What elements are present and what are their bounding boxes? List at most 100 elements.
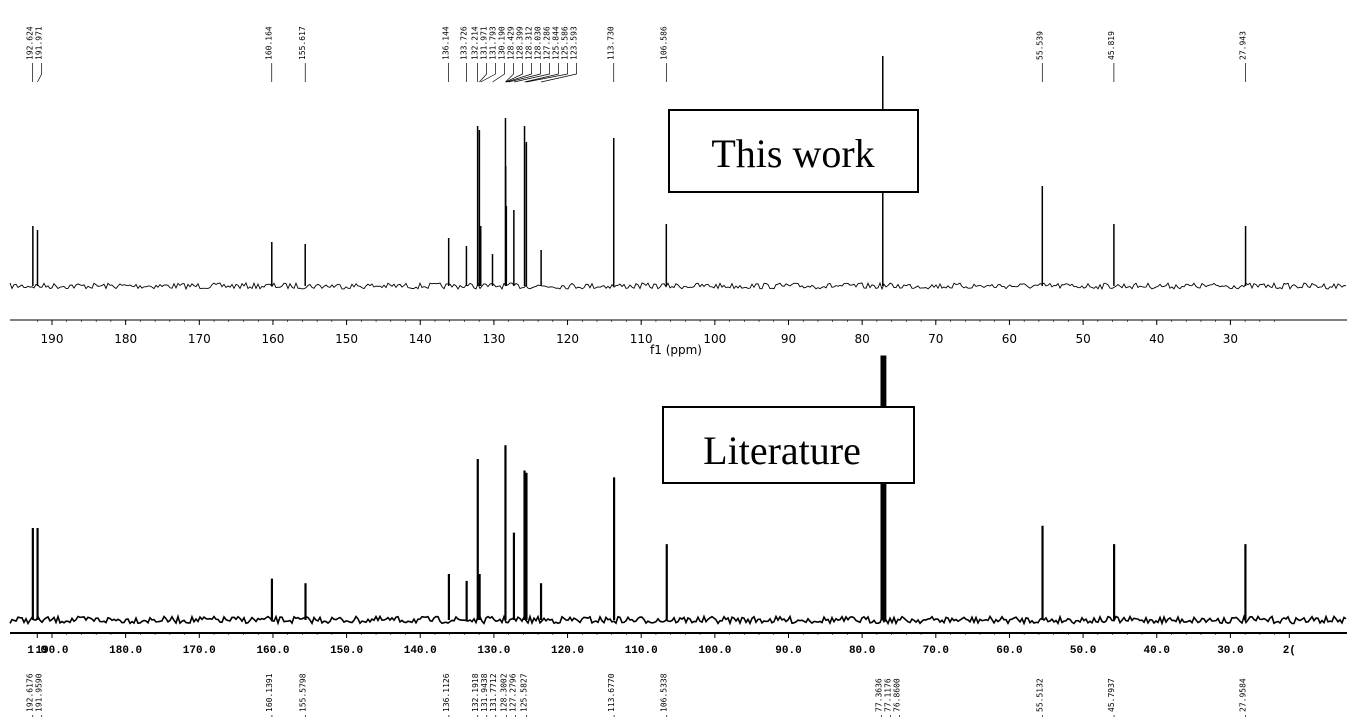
bot-baseline (9, 613, 1347, 626)
top-baseline (9, 281, 1347, 291)
top-tick-label: 110 (630, 332, 653, 346)
top-peak-label: 128.399 (516, 26, 525, 60)
bot-peak-label: 27.9584 (1238, 678, 1247, 712)
top-peak-label: 127.286 (543, 26, 552, 60)
top-label-leader (524, 73, 559, 83)
top-peak-label: 123.593 (570, 26, 579, 60)
top-label-leader (505, 73, 514, 83)
top-tick-label: 80 (855, 332, 870, 346)
top-peak-label: 131.971 (480, 26, 489, 60)
top-x-axis-title: f1 (ppm) (650, 343, 702, 357)
bot-peak-label: 128.3002 (499, 673, 508, 712)
top-label-leader (37, 73, 42, 83)
bot-tick-label: 150.0 (330, 645, 363, 657)
bot-tick-label: 50.0 (1070, 645, 1096, 657)
top-peak-label: 125.586 (561, 26, 570, 60)
top-spectrum-panel: 192.624 191.971 160.164 155.617 136.144 133.7… (9, 26, 1347, 357)
bot-peak-label: 160.1391 (265, 673, 274, 712)
bot-peak-label: 136.1126 (442, 673, 451, 712)
bot-peak-label: 192.6176 (26, 673, 35, 712)
bot-peak-label: 45.7937 (1107, 678, 1116, 712)
top-x-ticks: 190 180 170 160 150 140 130 120 110 100 90 80 70 60 50… (36, 320, 1275, 346)
top-peak-label: 160.164 (265, 26, 274, 60)
bot-tick-label: 1.0 (27, 645, 47, 657)
top-peak-label: 125.844 (552, 26, 561, 60)
top-peak-labels: 192.624 191.971 160.164 155.617 136.144 133.7… (26, 26, 1248, 83)
bot-tick-label: 110.0 (625, 645, 658, 657)
top-peak-label: 132.214 (471, 26, 480, 60)
top-tick-label: 190 (41, 332, 64, 346)
bot-tick-label: 180.0 (109, 645, 142, 657)
top-peak-label: 191.971 (35, 26, 44, 60)
bottom-peak-labels: 192.6176 191.9590 160.1391 155.5798 136.1126… (26, 673, 1247, 717)
bot-tick-label: 90.0 (775, 645, 801, 657)
top-peak-label: 45.819 (1107, 31, 1116, 60)
top-peak-label: 55.539 (1035, 31, 1044, 60)
top-tick-label: 100 (703, 332, 726, 346)
bot-peak-label: 125.5827 (519, 673, 528, 712)
bot-tick-label: 160.0 (256, 645, 289, 657)
top-peak-label: 128.429 (507, 26, 516, 60)
top-tick-label: 90 (781, 332, 796, 346)
top-peak-label: 192.624 (26, 26, 35, 60)
bot-peak-label: 76.8600 (893, 678, 902, 712)
top-label-leader (480, 73, 496, 83)
top-label-leader (513, 73, 550, 83)
top-peak-label: 106.586 (659, 26, 668, 60)
top-peak-label: 113.730 (607, 26, 616, 60)
bot-peak-label: 127.2796 (508, 673, 517, 712)
top-tick-label: 70 (928, 332, 943, 346)
bot-peak-label: 132.1918 (471, 673, 480, 712)
top-spectrum (9, 56, 1347, 291)
top-peak-label: 133.726 (460, 26, 469, 60)
top-label-leader (526, 73, 568, 83)
top-annotation-text: This work (711, 131, 874, 176)
top-label-leader (508, 73, 541, 83)
top-label-leader (492, 73, 505, 83)
bot-peak-label: 131.9438 (480, 673, 489, 712)
bottom-annotation-text: Literature (703, 428, 861, 473)
bot-tick-label: 2( (1283, 645, 1296, 657)
top-tick-label: 170 (188, 332, 211, 346)
top-peak-label: 128.030 (534, 26, 543, 60)
bot-peak-label: 113.6770 (607, 673, 616, 712)
top-peak-label: 131.793 (489, 26, 498, 60)
top-tick-label: 40 (1149, 332, 1164, 346)
top-peak-label: 155.617 (298, 26, 307, 60)
top-tick-label: 140 (409, 332, 432, 346)
top-tick-label: 130 (482, 332, 505, 346)
bot-tick-label: 40.0 (1144, 645, 1170, 657)
top-tick-label: 50 (1075, 332, 1090, 346)
bot-peak-label: 191.9590 (35, 673, 44, 712)
bot-peak-label: 155.5798 (299, 673, 308, 712)
top-peak-label: 136.144 (442, 26, 451, 60)
top-tick-label: 60 (1002, 332, 1017, 346)
bot-peak-label: 131.7712 (489, 673, 498, 712)
bot-peak-label: 77.3636 (875, 678, 884, 712)
bot-tick-label: 80.0 (849, 645, 875, 657)
top-label-leader (506, 73, 532, 83)
bot-tick-label: 60.0 (996, 645, 1022, 657)
bottom-annotation-box (662, 406, 915, 484)
bot-tick-label: 100.0 (698, 645, 731, 657)
top-label-leader (541, 73, 577, 83)
top-tick-label: 150 (335, 332, 358, 346)
bot-tick-label: 130.0 (477, 645, 510, 657)
bot-tick-label: 120.0 (551, 645, 584, 657)
bot-tick-label: 70.0 (923, 645, 949, 657)
bottom-spectrum (9, 355, 1347, 626)
top-peak-label: 27.943 (1239, 31, 1248, 60)
bot-tick-label: 190.0 (35, 645, 68, 657)
bot-peak-label: 55.5132 (1036, 678, 1045, 712)
bot-tick-label: 30.0 (1217, 645, 1243, 657)
top-peak-label: 128.312 (525, 26, 534, 60)
top-label-leader (505, 73, 523, 83)
bot-tick-label: 170.0 (183, 645, 216, 657)
top-tick-label: 30 (1223, 332, 1238, 346)
top-peak-label: 130.190 (498, 26, 507, 60)
top-tick-label: 180 (114, 332, 137, 346)
top-tick-label: 120 (556, 332, 579, 346)
